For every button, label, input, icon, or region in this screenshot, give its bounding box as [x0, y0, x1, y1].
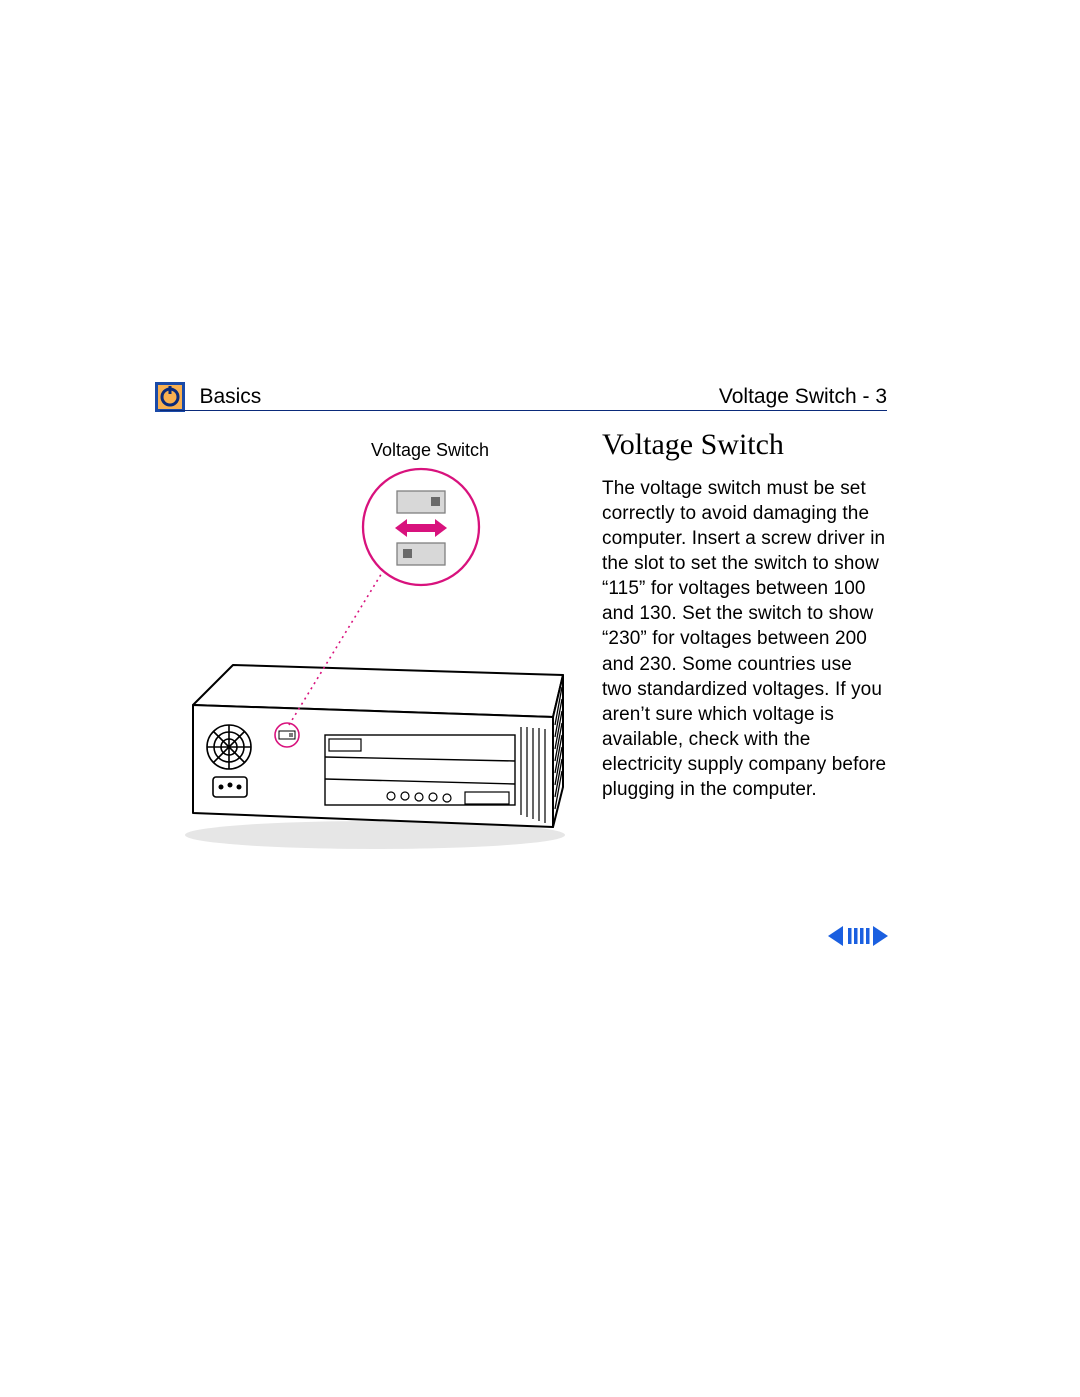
page-header: Basics Voltage Switch - 3 — [155, 382, 887, 412]
section-icon — [155, 382, 185, 412]
figure-caption: Voltage Switch — [355, 440, 505, 461]
pager-bars-icon — [848, 928, 870, 944]
figure: Voltage Switch — [165, 435, 585, 865]
section-title: Voltage Switch — [602, 428, 887, 462]
breadcrumb-right: Voltage Switch - 3 — [719, 385, 887, 409]
breadcrumb-left: Basics — [199, 385, 261, 409]
next-page-icon[interactable] — [873, 926, 888, 946]
page: Basics Voltage Switch - 3 Voltage Switch — [0, 0, 1080, 1397]
pager — [828, 926, 888, 946]
text-column: Voltage Switch The voltage switch must b… — [602, 428, 887, 802]
voltage-switch-illustration — [165, 435, 585, 865]
body-paragraph: The voltage switch must be set correctly… — [602, 476, 887, 802]
prev-page-icon[interactable] — [828, 926, 843, 946]
header-rule — [160, 410, 887, 411]
